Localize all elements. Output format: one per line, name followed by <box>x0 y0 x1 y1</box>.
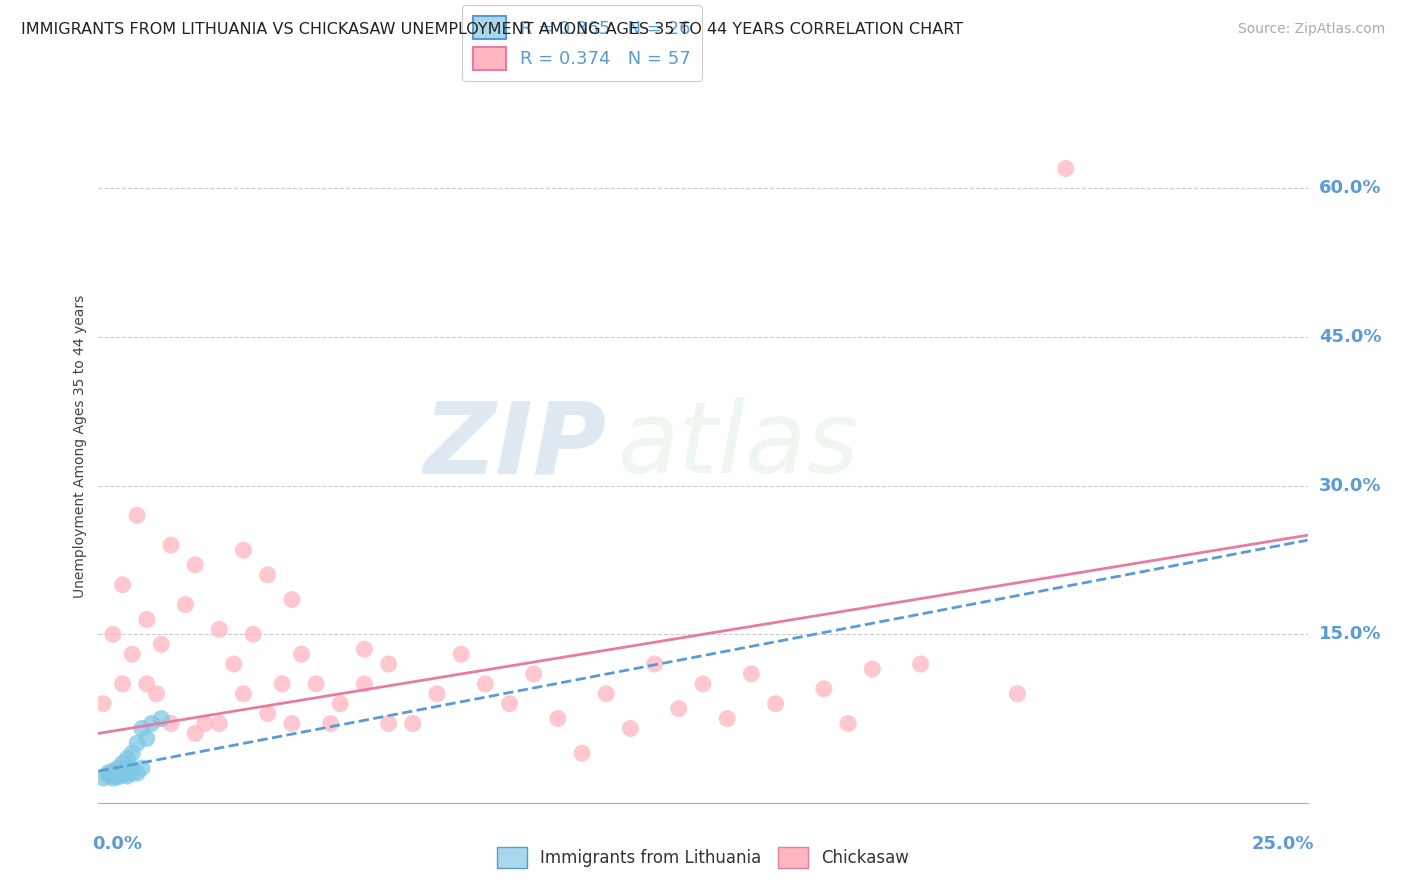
Point <box>498 697 520 711</box>
Point <box>290 647 312 661</box>
Point <box>135 731 157 746</box>
Point <box>91 697 114 711</box>
Point <box>91 771 114 785</box>
Point <box>329 697 352 711</box>
Text: 60.0%: 60.0% <box>1319 179 1381 197</box>
Point <box>740 667 762 681</box>
Point <box>150 637 173 651</box>
Point <box>101 771 124 785</box>
Point <box>101 627 124 641</box>
Point <box>121 766 143 780</box>
Point <box>111 578 134 592</box>
Text: ZIP: ZIP <box>423 398 606 494</box>
Point <box>135 677 157 691</box>
Text: 25.0%: 25.0% <box>1251 835 1313 853</box>
Point <box>174 598 197 612</box>
Text: 0.0%: 0.0% <box>93 835 142 853</box>
Point <box>111 763 134 777</box>
Point <box>571 746 593 760</box>
Point <box>860 662 883 676</box>
Point <box>692 677 714 691</box>
Point <box>97 768 120 782</box>
Point <box>281 592 304 607</box>
Text: atlas: atlas <box>619 398 860 494</box>
Point <box>377 657 399 671</box>
Point <box>184 558 207 572</box>
Point <box>1054 161 1077 176</box>
Point <box>377 716 399 731</box>
Point <box>141 716 163 731</box>
Point <box>160 538 183 552</box>
Point <box>208 623 231 637</box>
Point <box>402 716 425 731</box>
Legend: Immigrants from Lithuania, Chickasaw: Immigrants from Lithuania, Chickasaw <box>491 840 915 875</box>
Y-axis label: Unemployment Among Ages 35 to 44 years: Unemployment Among Ages 35 to 44 years <box>73 294 87 598</box>
Point <box>716 712 738 726</box>
Point <box>281 716 304 731</box>
Point <box>127 766 149 780</box>
Point <box>644 657 666 671</box>
Legend: R = 0.365   N = 26, R = 0.374   N = 57: R = 0.365 N = 26, R = 0.374 N = 57 <box>463 5 702 81</box>
Point <box>117 766 139 780</box>
Point <box>208 716 231 731</box>
Text: 15.0%: 15.0% <box>1319 625 1381 643</box>
Point <box>107 770 129 784</box>
Point <box>547 712 569 726</box>
Point <box>256 567 278 582</box>
Point <box>117 769 139 783</box>
Point <box>353 642 375 657</box>
Point <box>668 701 690 715</box>
Point <box>131 722 153 736</box>
Point <box>107 761 129 775</box>
Point <box>111 677 134 691</box>
Point <box>837 716 859 731</box>
Point <box>107 766 129 780</box>
Point <box>765 697 787 711</box>
Text: Source: ZipAtlas.com: Source: ZipAtlas.com <box>1237 22 1385 37</box>
Point <box>232 543 254 558</box>
Point <box>121 746 143 760</box>
Point <box>232 687 254 701</box>
Point <box>111 768 134 782</box>
Point <box>595 687 617 701</box>
Point <box>127 508 149 523</box>
Point <box>523 667 546 681</box>
Text: IMMIGRANTS FROM LITHUANIA VS CHICKASAW UNEMPLOYMENT AMONG AGES 35 TO 44 YEARS CO: IMMIGRANTS FROM LITHUANIA VS CHICKASAW U… <box>21 22 963 37</box>
Point <box>111 756 134 771</box>
Point <box>117 751 139 765</box>
Point <box>474 677 496 691</box>
Text: 45.0%: 45.0% <box>1319 328 1381 346</box>
Point <box>121 761 143 775</box>
Point <box>194 716 217 731</box>
Point <box>353 677 375 691</box>
Point <box>121 647 143 661</box>
Point <box>135 612 157 626</box>
Point <box>184 726 207 740</box>
Point <box>910 657 932 671</box>
Point <box>97 766 120 780</box>
Point <box>813 681 835 696</box>
Text: 30.0%: 30.0% <box>1319 476 1381 495</box>
Point <box>150 712 173 726</box>
Point <box>619 722 641 736</box>
Point <box>271 677 294 691</box>
Point <box>305 677 328 691</box>
Point <box>426 687 449 701</box>
Point <box>256 706 278 721</box>
Point <box>222 657 245 671</box>
Point <box>101 764 124 778</box>
Point <box>160 716 183 731</box>
Point <box>127 736 149 750</box>
Point <box>117 761 139 775</box>
Point <box>131 761 153 775</box>
Point <box>319 716 342 731</box>
Point <box>1007 687 1029 701</box>
Point <box>450 647 472 661</box>
Point <box>242 627 264 641</box>
Point <box>145 687 167 701</box>
Point <box>101 769 124 783</box>
